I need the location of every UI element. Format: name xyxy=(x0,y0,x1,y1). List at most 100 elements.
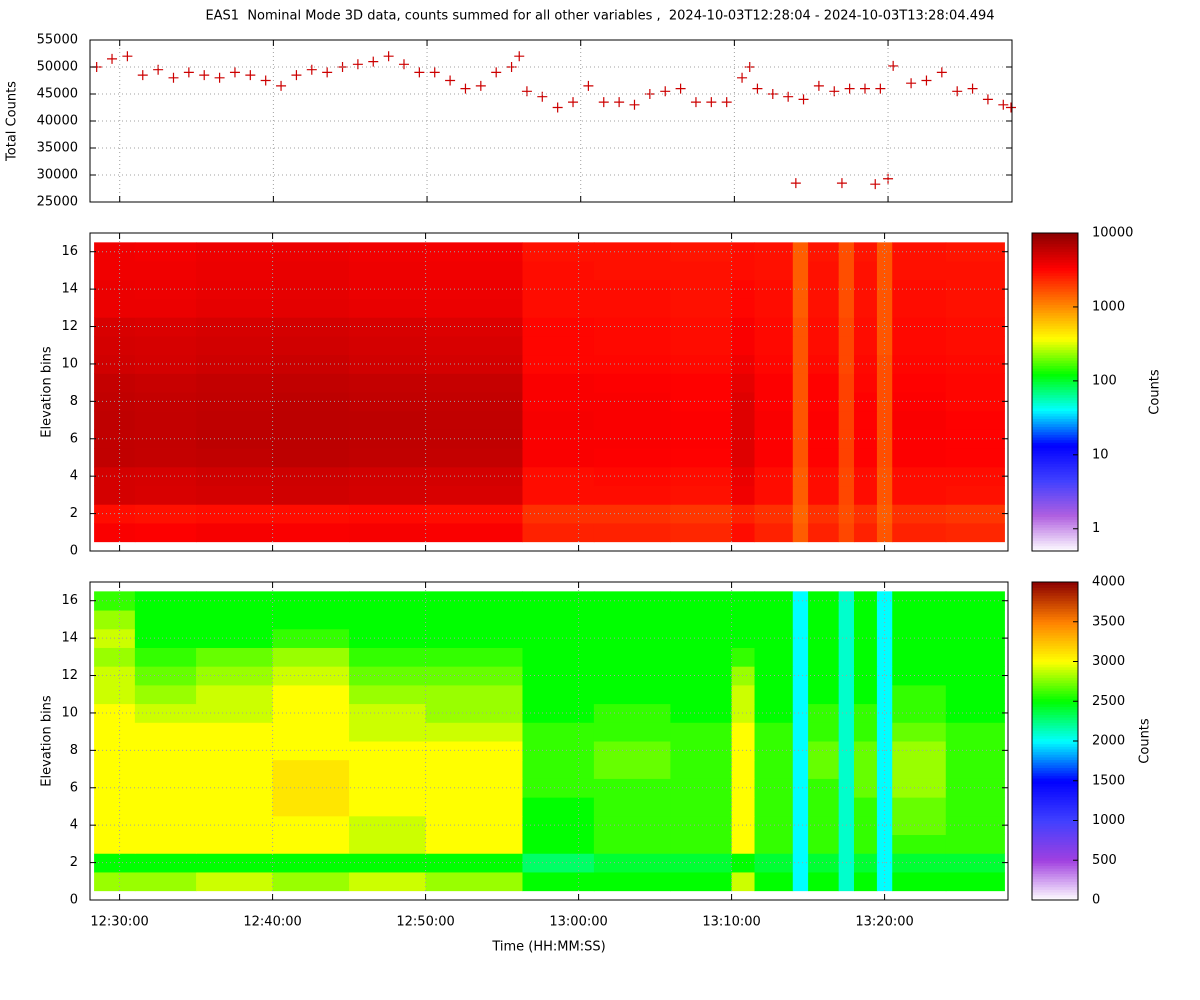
colorbar-gradient xyxy=(1032,272,1078,276)
heatmap-cell xyxy=(349,778,427,798)
heatmap-cell xyxy=(853,759,878,779)
heatmap-cell xyxy=(876,722,893,742)
colorbar-gradient xyxy=(1032,698,1078,702)
data-point xyxy=(836,178,847,189)
heatmap-cell xyxy=(670,317,733,337)
heatmap-cell xyxy=(754,448,794,468)
colorbar-gradient xyxy=(1032,600,1078,604)
heatmap-cell xyxy=(876,429,893,449)
heatmap-cell xyxy=(134,522,197,543)
data-point xyxy=(875,83,886,94)
colorbar-gradient xyxy=(1032,844,1078,848)
heatmap-cell xyxy=(853,797,878,817)
heatmap-cell xyxy=(425,522,523,543)
heatmap-cell xyxy=(196,834,274,854)
colorbar-gradient xyxy=(1032,743,1078,747)
heatmap-cell xyxy=(945,628,1005,648)
colorbar-tick-label: 1000 xyxy=(1092,299,1125,314)
colorbar-gradient xyxy=(1032,738,1078,742)
colorbar-gradient xyxy=(1032,540,1078,544)
colorbar-gradient xyxy=(1032,804,1078,808)
colorbar-tick-label: 3500 xyxy=(1092,614,1125,629)
heatmap-cell xyxy=(853,834,878,854)
heatmap-cell xyxy=(792,504,809,524)
heatmap-cell xyxy=(593,666,671,686)
heatmap-cell xyxy=(892,429,947,449)
colorbar-gradient xyxy=(1032,796,1078,800)
heatmap-cell xyxy=(792,242,809,262)
heatmap-cell xyxy=(272,815,350,836)
heatmap-cell xyxy=(349,485,427,505)
data-point xyxy=(199,70,210,81)
colorbar-gradient xyxy=(1032,788,1078,792)
heatmap-cell xyxy=(593,610,671,630)
heatmap-cell xyxy=(853,591,878,611)
heatmap-cell xyxy=(593,485,671,505)
heatmap-cell xyxy=(272,610,350,630)
colorbar-gradient xyxy=(1032,503,1078,507)
colorbar-gradient xyxy=(1032,637,1078,641)
colorbar-gradient xyxy=(1032,674,1078,678)
colorbar-gradient xyxy=(1032,762,1078,766)
heatmap-cell xyxy=(731,279,756,299)
heatmap-cell xyxy=(945,410,1005,430)
heatmap-cell xyxy=(945,522,1005,543)
heatmap-cell xyxy=(945,429,1005,449)
heatmap-cell xyxy=(792,628,809,648)
heatmap-cell xyxy=(792,279,809,299)
heatmap-cell xyxy=(94,485,136,505)
heatmap-cell xyxy=(945,759,1005,779)
heatmap-cell xyxy=(670,354,733,374)
colorbar-gradient xyxy=(1032,767,1078,771)
heatmap-cell xyxy=(754,722,794,742)
heatmap-cell xyxy=(853,504,878,524)
data-point xyxy=(870,179,881,190)
data-point xyxy=(783,91,794,102)
colorbar-gradient xyxy=(1032,235,1078,239)
x-tick-label: 12:30:00 xyxy=(90,915,148,930)
heatmap-cell xyxy=(853,242,878,262)
colorbar-gradient xyxy=(1032,251,1078,255)
heatmap-cell xyxy=(349,373,427,393)
colorbar-gradient xyxy=(1032,703,1078,708)
colorbar-gradient xyxy=(1032,876,1078,880)
colorbar-gradient xyxy=(1032,640,1078,644)
heatmap-cell xyxy=(196,871,274,892)
heatmap-cell xyxy=(853,741,878,761)
heatmap-cell xyxy=(853,684,878,705)
heatmap-cell xyxy=(94,448,136,468)
heatmap-cell xyxy=(754,853,794,873)
colorbar-gradient xyxy=(1032,870,1078,874)
colorbar-gradient xyxy=(1032,682,1078,686)
heatmap-cell xyxy=(670,373,733,393)
data-point xyxy=(229,67,240,78)
heatmap-cell xyxy=(593,647,671,667)
heatmap-cell xyxy=(792,429,809,449)
data-point xyxy=(552,102,563,113)
colorbar-gradient xyxy=(1032,597,1078,602)
heatmap-cell xyxy=(670,466,733,487)
heatmap-cell xyxy=(876,647,893,667)
heatmap-cell xyxy=(945,797,1005,817)
heatmap-cell xyxy=(853,317,878,337)
colorbar-gradient xyxy=(1032,535,1078,539)
colorbar-gradient xyxy=(1032,839,1078,843)
heatmap-cell xyxy=(670,834,733,854)
heatmap-cell xyxy=(670,485,733,505)
heatmap-cell xyxy=(349,684,427,705)
heatmap-cell xyxy=(838,759,855,779)
colorbar-gradient xyxy=(1032,629,1078,633)
colorbar-gradient xyxy=(1032,884,1078,888)
colorbar-gradient xyxy=(1032,775,1078,779)
heatmap-cell xyxy=(892,703,947,723)
heatmap-cell xyxy=(892,666,947,686)
colorbar-gradient xyxy=(1032,650,1078,655)
heatmap-cell xyxy=(853,522,878,543)
heatmap-cell xyxy=(670,722,733,742)
data-point xyxy=(952,86,963,97)
data-point xyxy=(614,97,625,108)
heatmap-cell xyxy=(945,703,1005,723)
colorbar-gradient xyxy=(1032,635,1078,639)
heatmap-cell xyxy=(94,722,136,742)
